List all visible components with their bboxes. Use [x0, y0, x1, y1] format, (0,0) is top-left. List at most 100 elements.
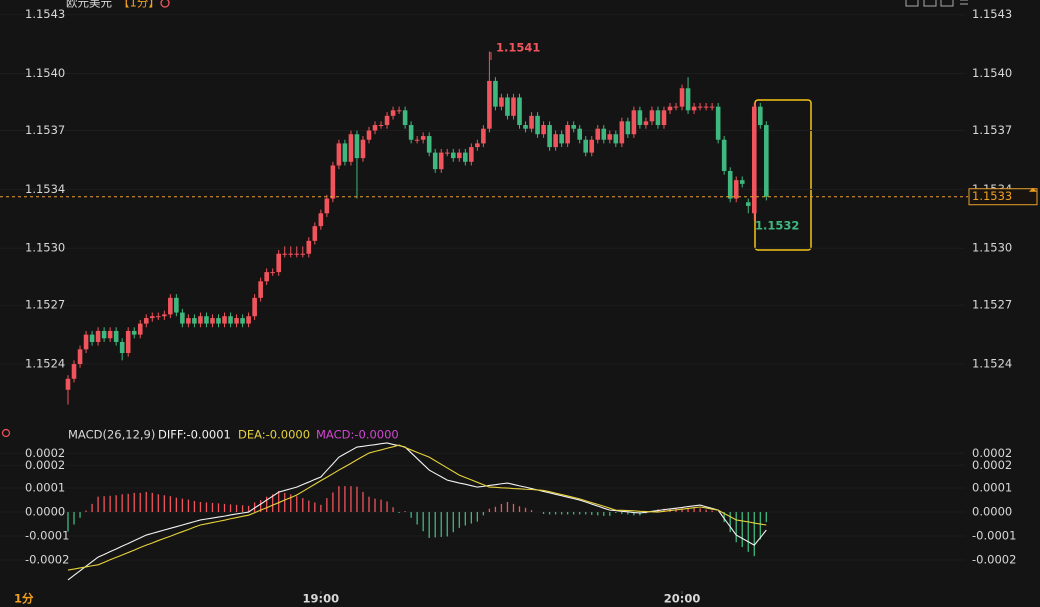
candle-body — [294, 253, 300, 255]
candle-body — [222, 316, 227, 324]
symbol-title: 欧元美元 — [66, 0, 112, 10]
candle-body — [198, 316, 203, 324]
candle-body — [228, 316, 233, 324]
candle-body — [601, 128, 607, 140]
layout-icon[interactable] — [940, 0, 954, 7]
candle-body — [131, 330, 137, 335]
candle-body — [577, 128, 582, 140]
candle-body — [553, 134, 558, 148]
candle-body — [697, 106, 703, 108]
candle-body — [414, 139, 420, 141]
y2-tick-label: 0.0002 — [972, 446, 1012, 460]
candle-body — [402, 110, 408, 126]
candle-body — [559, 134, 564, 144]
candle-body — [547, 125, 552, 148]
toolbar — [905, 0, 968, 7]
y-tick-label: 1.1530 — [25, 241, 65, 255]
candle-body — [733, 180, 739, 199]
high-annotation: 1.1541 — [496, 41, 540, 55]
candle-body — [95, 330, 101, 342]
candle-body — [119, 341, 125, 354]
candle-body — [625, 121, 631, 135]
candle-body — [83, 334, 89, 350]
indicator-icon[interactable] — [1, 428, 11, 438]
candle-body — [637, 110, 643, 126]
low-annotation: 1.1532 — [755, 219, 799, 233]
candle-body — [336, 143, 342, 166]
candle-body — [661, 110, 667, 126]
candle-body — [727, 170, 733, 199]
candle-body — [288, 253, 294, 255]
candle-body — [216, 318, 221, 324]
candle-body — [372, 125, 378, 131]
candle-body — [180, 312, 185, 324]
candle-body — [751, 106, 757, 214]
y2-tick-label: 0.0001 — [972, 481, 1012, 495]
y-tick-label: 1.1543 — [25, 7, 65, 21]
candle-body — [517, 97, 522, 126]
candle-body — [143, 318, 149, 324]
y2-tick-label: 1.1530 — [972, 241, 1012, 255]
candle-body — [186, 318, 191, 324]
candle-body — [318, 213, 324, 227]
candle-body — [384, 115, 390, 126]
y-tick-label: 0.0002 — [25, 446, 65, 460]
candle-body — [481, 128, 486, 144]
y2-tick-label: -0.0001 — [972, 529, 1016, 543]
y2-tick-label: 1.1537 — [972, 123, 1012, 137]
candle-body — [457, 152, 462, 159]
candle-body — [679, 88, 685, 107]
layout-icon[interactable] — [905, 0, 919, 7]
candle-body — [252, 297, 257, 317]
candle-body — [89, 334, 95, 342]
candle-body — [709, 106, 715, 108]
candle-body — [643, 121, 649, 126]
candle-body — [739, 180, 745, 184]
candle-body — [168, 297, 173, 315]
candle-body — [764, 125, 769, 197]
candle-body — [535, 115, 540, 135]
candle-body — [408, 125, 414, 140]
candle-body — [149, 316, 155, 319]
layout-icon[interactable] — [923, 0, 937, 7]
candle-body — [541, 125, 546, 135]
price-arrow-icon — [1029, 187, 1037, 192]
candle-body — [71, 364, 77, 379]
x-tick-label: 20:00 — [664, 592, 701, 606]
candle-body — [589, 139, 595, 153]
candle-body — [125, 330, 131, 354]
candle-body — [571, 125, 576, 129]
candle-body — [432, 152, 438, 170]
candle-body — [673, 106, 679, 108]
settings-icon[interactable] — [160, 0, 170, 8]
y-tick-label: 1.1537 — [25, 123, 65, 137]
candle-body — [101, 330, 107, 339]
candle-body — [270, 272, 275, 274]
candle-body — [324, 198, 330, 214]
candle-body — [174, 297, 179, 313]
y-tick-label: 1.1527 — [25, 298, 65, 312]
candle-body — [420, 136, 426, 140]
y-tick-label: -0.0002 — [25, 552, 69, 566]
legend-entry: DEA:-0.0000 — [238, 428, 310, 442]
y2-tick-label: 1.1524 — [972, 357, 1012, 371]
y-tick-label: 1.1524 — [25, 357, 65, 371]
menu-icon[interactable] — [960, 0, 968, 5]
candle-body — [691, 106, 697, 111]
period-footer[interactable]: 1分 — [14, 592, 34, 606]
candle-body — [649, 110, 655, 122]
candle-body — [613, 134, 619, 144]
indicator-title: MACD(26,12,9) — [68, 428, 155, 442]
y-tick-label: -0.0001 — [25, 529, 69, 543]
candle-body — [703, 106, 709, 108]
candle-body — [619, 121, 625, 144]
candle-body — [156, 316, 161, 318]
candle-body — [276, 253, 281, 273]
candle-body — [607, 134, 613, 140]
candle-body — [469, 147, 474, 162]
candle-body — [264, 272, 269, 282]
candle-body — [631, 110, 637, 135]
candle-body — [745, 202, 751, 206]
y-tick-label: 0.0000 — [25, 505, 65, 519]
